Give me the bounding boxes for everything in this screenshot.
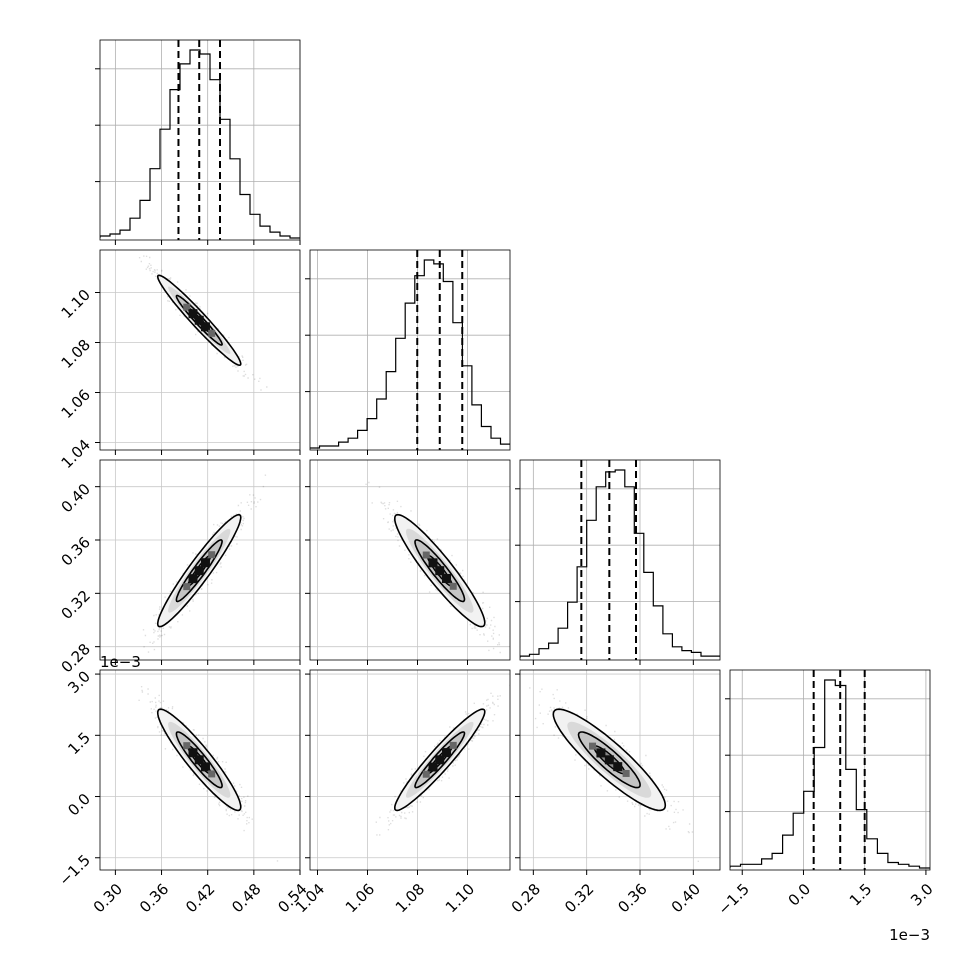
y-tick-label: 1.04: [58, 436, 94, 472]
hist-panel-0: [95, 39, 301, 245]
axes-frame: [519, 459, 721, 661]
density-block: [183, 583, 191, 591]
scatter-panel-1-0: [95, 249, 301, 455]
axes-frame: [99, 669, 301, 871]
density-block: [200, 558, 210, 568]
hist-panel-1: [305, 249, 511, 455]
x-tick-label: 0.32: [561, 880, 597, 916]
density-block: [200, 322, 210, 332]
y-tick-label: 0.0: [64, 790, 94, 820]
density-block: [422, 551, 430, 559]
density-block: [208, 770, 216, 778]
panel-content: [310, 670, 510, 870]
x-tick-label: 1.08: [392, 880, 428, 916]
density-block: [188, 309, 198, 319]
histogram-step: [520, 469, 720, 658]
density-block: [613, 762, 623, 772]
scatter-panel-2-1: [305, 459, 511, 665]
histogram-step: [100, 49, 300, 239]
axes-frame: [309, 669, 511, 871]
x-tick-label: −1.5: [715, 880, 753, 918]
y-tick-label: 0.36: [58, 533, 94, 569]
density-block: [435, 755, 445, 765]
axes-frame: [99, 459, 301, 661]
x-tick-label: 3.0: [907, 880, 937, 910]
density-block: [589, 742, 597, 750]
x-tick-label: 1.06: [342, 880, 378, 916]
x-tick-label: 1.5: [846, 880, 876, 910]
axes-frame: [99, 249, 301, 451]
x-tick-label: 0.36: [136, 880, 172, 916]
density-block: [194, 315, 204, 325]
x-tick-label: 0.40: [668, 880, 704, 916]
y-tick-label: 1.06: [58, 386, 94, 422]
x-tick-label: 1.10: [442, 880, 478, 916]
density-block: [422, 770, 430, 778]
histogram-step: [730, 679, 930, 869]
density-block: [188, 748, 198, 758]
density-block: [208, 551, 216, 559]
density-block: [428, 762, 438, 772]
y-tick-label: 0.32: [58, 587, 94, 623]
panel-content: [100, 460, 300, 660]
density-block: [428, 558, 438, 568]
density-block: [194, 566, 204, 576]
scatter-panel-2-0: [95, 459, 301, 665]
axes-frame: [309, 249, 511, 451]
y-tick-label: 1.10: [58, 286, 94, 322]
scatter-panel-3-1: [305, 669, 511, 875]
scatter-panel-3-0: [95, 669, 301, 875]
density-block: [604, 755, 614, 765]
y-tick-label: −1.5: [56, 851, 94, 889]
y-tick-label: 0.28: [58, 640, 94, 676]
panel-content: [100, 670, 300, 870]
x-tick-label: 0.42: [182, 880, 218, 916]
axes-frame: [309, 459, 511, 661]
density-block: [183, 303, 191, 311]
density-block: [442, 748, 451, 758]
x-tick-label: 0.48: [228, 880, 264, 916]
density-block: [449, 741, 457, 749]
density-block: [449, 582, 457, 590]
x-tick-label: 0.28: [508, 880, 544, 916]
panel-content: [310, 460, 510, 660]
density-block: [596, 748, 606, 758]
axes-frame: [519, 669, 721, 871]
hist-panel-2: [515, 459, 721, 665]
histogram-step: [310, 259, 510, 449]
density-block: [188, 574, 198, 584]
y-tick-label: 0.40: [58, 480, 94, 516]
y-offset-label: 1e−3: [100, 653, 141, 671]
density-block: [435, 566, 445, 576]
x-tick-label: 0.36: [614, 880, 650, 916]
x-offset-label: 1e−3: [889, 926, 930, 944]
density-block: [183, 742, 191, 750]
axes-frame: [729, 669, 931, 871]
density-block: [208, 329, 216, 337]
hist-panel-3: [725, 669, 931, 875]
density-block: [194, 755, 204, 765]
y-tick-label: 1.5: [64, 729, 94, 759]
y-tick-label: 1.08: [58, 336, 94, 372]
density-block: [442, 573, 451, 583]
density-block: [622, 769, 630, 777]
panel-content: [100, 250, 300, 450]
density-block: [200, 762, 210, 772]
x-tick-label: 0.30: [90, 880, 126, 916]
axes-frame: [99, 39, 301, 241]
scatter-panel-3-2: [515, 669, 721, 875]
x-tick-label: 0.0: [785, 880, 815, 910]
panel-content: [520, 670, 720, 870]
